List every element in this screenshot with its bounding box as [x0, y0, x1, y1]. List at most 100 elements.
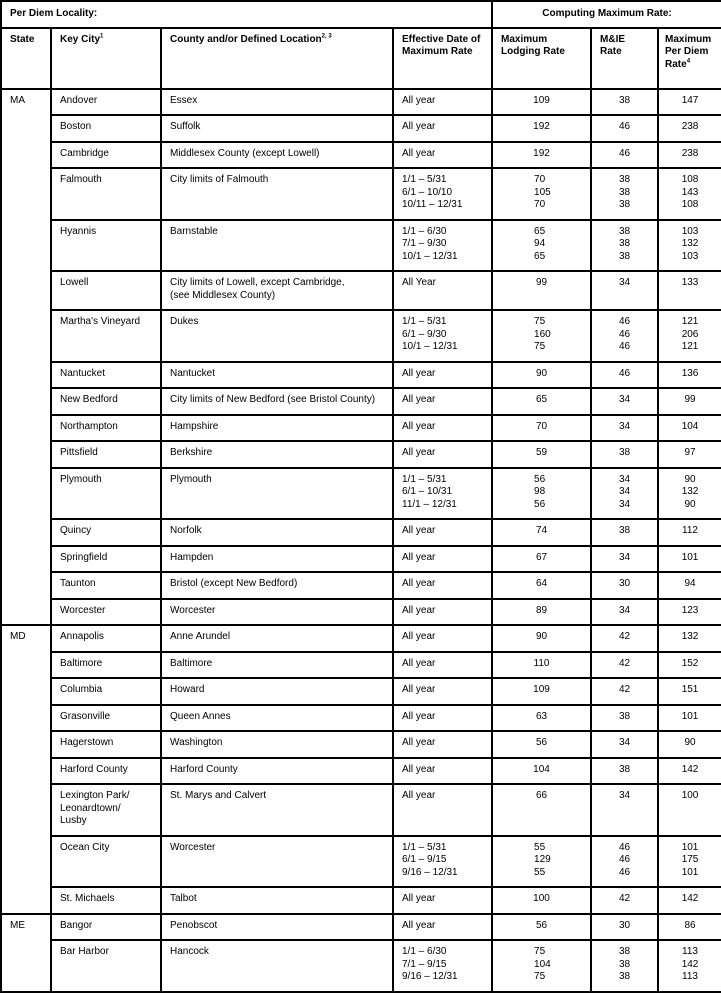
- cell-line: 56: [535, 737, 548, 748]
- cell-line: 56: [534, 498, 546, 510]
- table-row: Cambridge Middlesex County (except Lowell…: [1, 140, 721, 169]
- effective-date-cell: All year: [391, 440, 494, 469]
- cell-line: 38: [618, 958, 631, 970]
- key-city-cell: Taunton: [50, 571, 162, 600]
- max-per-diem-cell: 238: [657, 114, 721, 143]
- cell-line: 90: [535, 367, 548, 379]
- county-cell: Bristol (except New Bedford): [160, 571, 394, 600]
- cell-line: 38: [618, 447, 631, 458]
- max-per-diem-cell: 103 132 103: [657, 218, 721, 272]
- cell-line: 65: [534, 250, 546, 262]
- county-cell: Nantucket: [160, 360, 394, 389]
- effective-date-cell: All year: [391, 703, 494, 732]
- cell-line: 1/1 – 6/30: [402, 225, 447, 237]
- cell-line: Harford County: [170, 763, 238, 775]
- cell-line: All year: [402, 737, 436, 748]
- mie-rate-cell: 38 38 38: [590, 167, 660, 221]
- county-cell: Barnstable: [160, 218, 394, 272]
- cell-line: 38: [618, 199, 631, 210]
- cell-line: (see Middlesex County): [170, 289, 276, 301]
- cell-line: Howard: [170, 684, 205, 695]
- cell-line: 46: [618, 367, 631, 379]
- cell-line: 109: [533, 94, 550, 106]
- cell-line: Lexington Park/: [60, 790, 130, 801]
- key-city-cell: Bangor: [50, 912, 162, 941]
- effective-date-cell: All year: [391, 730, 494, 759]
- cell-line: 104: [533, 763, 550, 775]
- table-row: New Bedford City limits of New Bedford (s…: [1, 387, 721, 416]
- cell-line: Grasonville: [60, 710, 111, 722]
- cell-line: 34: [618, 277, 631, 288]
- county-cell: Harford County: [160, 756, 394, 785]
- column-header-state: State: [0, 26, 52, 90]
- county-cell: Queen Annes: [160, 703, 394, 732]
- cell-line: 9/16 – 12/31: [402, 866, 458, 878]
- cell-line: Harford County: [60, 763, 128, 775]
- cell-line: 38: [618, 174, 631, 185]
- mie-rate-cell: 34: [590, 783, 660, 837]
- table-row: Quincy Norfolk All year 74 38 112: [1, 518, 721, 547]
- max-lodging-cell: 90: [491, 360, 593, 389]
- effective-date-cell: All year: [391, 912, 494, 941]
- cell-line: All year: [402, 94, 436, 106]
- county-cell: Howard: [160, 677, 394, 706]
- cell-line: New Bedford: [60, 394, 118, 405]
- cell-line: 90: [684, 473, 696, 485]
- max-per-diem-cell: 142: [657, 756, 721, 785]
- cell-line: 38: [618, 225, 631, 237]
- cell-line: 97: [684, 447, 696, 458]
- effective-date-cell: All year: [391, 571, 494, 600]
- county-cell: Middlesex County (except Lowell): [160, 140, 394, 169]
- table-row: Hyannis Barnstable 1/1 – 6/30 7/1 – 9/30 10/…: [1, 218, 721, 272]
- per-diem-label: Maximum Per Diem Rate: [665, 33, 712, 70]
- table-row: Bar Harbor Hancock 1/1 – 6/30 7/1 – 9/15 9/1…: [1, 939, 721, 993]
- key-city-cell: Bar Harbor: [50, 939, 162, 993]
- mie-rate-cell: 34: [590, 730, 660, 759]
- key-city-cell: Worcester: [50, 597, 162, 626]
- cell-line: 59: [535, 447, 548, 458]
- key-city-cell: Grasonville: [50, 703, 162, 732]
- county-cell: Hampden: [160, 544, 394, 573]
- county-cell: St. Marys and Calvert: [160, 783, 394, 837]
- cell-line: 238: [681, 147, 699, 159]
- cell-line: 152: [681, 657, 699, 669]
- cell-line: Bangor: [60, 919, 93, 931]
- mie-rate-cell: 38: [590, 756, 660, 785]
- cell-line: 89: [535, 604, 548, 616]
- cell-line: Springfield: [60, 551, 108, 563]
- max-lodging-cell: 65 94 65: [491, 218, 593, 272]
- cell-line: Barnstable: [170, 225, 218, 237]
- mie-rate-cell: 34: [590, 597, 660, 626]
- cell-line: All year: [402, 684, 436, 695]
- max-per-diem-cell: 100: [657, 783, 721, 837]
- cell-line: Falmouth: [60, 174, 102, 185]
- county-cell: Plymouth: [160, 466, 394, 520]
- table-row: Springfield Hampden All year 67 34 101: [1, 544, 721, 573]
- key-city-cell: Baltimore: [50, 650, 162, 679]
- county-cell: Anne Arundel: [160, 624, 394, 653]
- mie-rate-cell: 34: [590, 544, 660, 573]
- cell-line: 38: [618, 971, 631, 982]
- cell-line: All Year: [402, 277, 436, 288]
- cell-line: 11/1 – 12/31: [402, 498, 457, 510]
- key-city-cell: Annapolis: [50, 624, 162, 653]
- key-city-cell: Ocean City: [50, 834, 162, 888]
- max-lodging-cell: 64: [491, 571, 593, 600]
- effective-date-cell: 1/1 – 5/31 6/1 – 9/15 9/16 – 12/31: [391, 834, 494, 888]
- max-lodging-cell: 67: [491, 544, 593, 573]
- county-cell: City limits of Lowell, except Cambridge,…: [160, 270, 394, 311]
- cell-line: Martha's Vineyard: [60, 316, 141, 327]
- cell-line: Baltimore: [170, 657, 213, 669]
- table-row: ME Bangor Penobscot All year 56 30 86: [0, 912, 721, 993]
- cell-line: 46: [618, 147, 631, 159]
- max-lodging-cell: 75 160 75: [491, 309, 593, 363]
- key-city-cell: Harford County: [50, 756, 162, 785]
- cell-line: City limits of Lowell, except Cambridge,: [170, 277, 345, 288]
- max-lodging-cell: 70 105 70: [491, 167, 593, 221]
- cell-line: St. Michaels: [60, 893, 115, 904]
- cell-line: 64: [535, 578, 548, 589]
- mie-rate-cell: 42: [590, 886, 660, 915]
- cell-line: 104: [534, 958, 551, 970]
- effective-date-cell: All year: [391, 544, 494, 573]
- cell-line: 10/1 – 12/31: [402, 341, 458, 352]
